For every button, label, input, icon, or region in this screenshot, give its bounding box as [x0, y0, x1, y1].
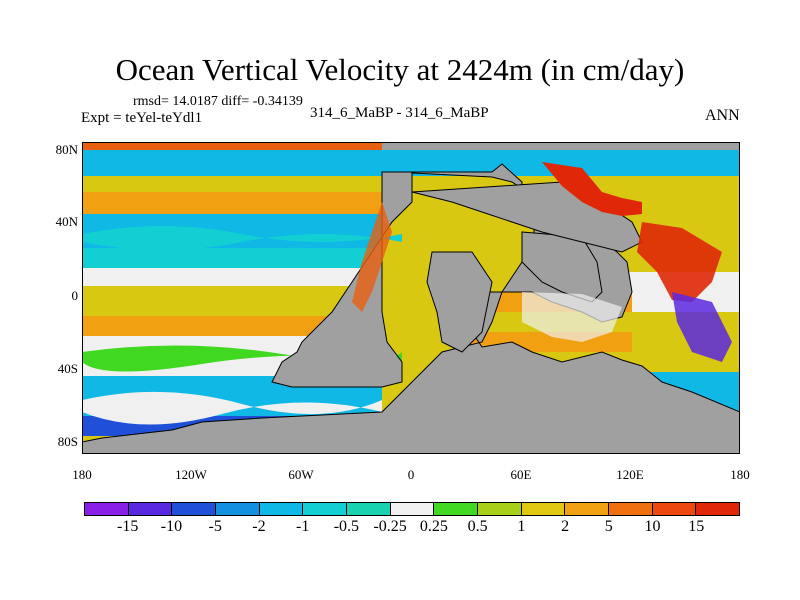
south-pacific-yellow — [82, 286, 382, 316]
plot-title: Ocean Vertical Velocity at 2424m (in cm/… — [115, 52, 685, 87]
colorbar-swatch — [565, 503, 610, 515]
colorbar-swatch — [652, 503, 697, 515]
coastal-red-2 — [637, 222, 722, 302]
coastal-red-1 — [542, 162, 642, 216]
equator-white-band — [82, 268, 382, 286]
lat-label-80n: 80N — [55, 142, 78, 157]
land-mass-arctic-strip — [382, 142, 740, 150]
land-mass-africa — [426, 251, 493, 353]
map-frame — [82, 142, 740, 454]
colorbar-label: -0.25 — [373, 518, 407, 535]
colorbar-swatch — [172, 503, 217, 515]
lon-label-0: 0 — [407, 467, 415, 482]
lon-label-120w: 120W — [175, 467, 207, 482]
wave-band-cyan — [82, 226, 402, 250]
lat-label-0: 0 — [71, 288, 79, 303]
colorbar — [84, 502, 740, 516]
velocity-map — [82, 142, 740, 454]
lon-label-180e: 180 — [730, 467, 750, 482]
indian-white-patch — [522, 292, 622, 342]
colorbar-label: 0.5 — [467, 518, 488, 535]
colorbar-label: -5 — [208, 518, 222, 535]
colorbar-swatch — [696, 503, 740, 515]
experiment-name: 314_6_MaBP - 314_6_MaBP — [310, 105, 489, 121]
colorbar-label: 15 — [688, 518, 705, 535]
colorbar-swatch — [128, 503, 173, 515]
lon-label-60e: 60E — [510, 467, 532, 482]
experiment-label: Expt = teYel-teYdl1 — [81, 110, 203, 126]
colorbar-swatch — [478, 503, 522, 515]
lat-label-80s: 80S — [57, 434, 78, 449]
colorbar-swatch — [347, 503, 391, 515]
colorbar-swatch — [390, 503, 435, 515]
equator-north-band — [82, 248, 382, 268]
wave-band-white — [82, 391, 382, 425]
season-label: ANN — [705, 107, 740, 124]
colorbar-label: 5 — [604, 518, 613, 535]
colorbar-label: -0.5 — [333, 518, 360, 535]
lon-label-120e: 120E — [616, 467, 644, 482]
americas-coast-orange — [352, 202, 392, 312]
colorbar-swatch — [259, 503, 304, 515]
colorbar-label: 0.25 — [419, 518, 448, 535]
colorbar-swatch — [521, 503, 566, 515]
colorbar-swatch — [85, 503, 129, 515]
colorbar-swatch — [216, 503, 260, 515]
colorbar-label: 2 — [561, 518, 570, 535]
colorbar-label: 1 — [517, 518, 526, 535]
wave-band-green — [82, 345, 402, 372]
stats-text: rmsd= 14.0187 diff= -0.34139 — [133, 94, 303, 109]
colorbar-label: 10 — [644, 518, 661, 535]
south-pacific-orange — [82, 316, 382, 336]
colorbar-label: -1 — [295, 518, 310, 535]
lat-label-40s: 40S — [57, 361, 78, 376]
lon-label-180w: 180 — [72, 467, 92, 482]
colorbar-label: -2 — [252, 518, 266, 535]
colorbar-swatch — [609, 503, 653, 515]
north-pacific-orange — [82, 192, 382, 214]
colorbar-label: -15 — [117, 518, 139, 535]
colorbar-swatch — [303, 503, 348, 515]
colorbar-swatch — [434, 503, 479, 515]
lat-label-40n: 40N — [55, 214, 78, 229]
lon-label-60w: 60W — [288, 467, 314, 482]
coastal-purple — [672, 292, 732, 362]
colorbar-label: -10 — [160, 518, 183, 535]
